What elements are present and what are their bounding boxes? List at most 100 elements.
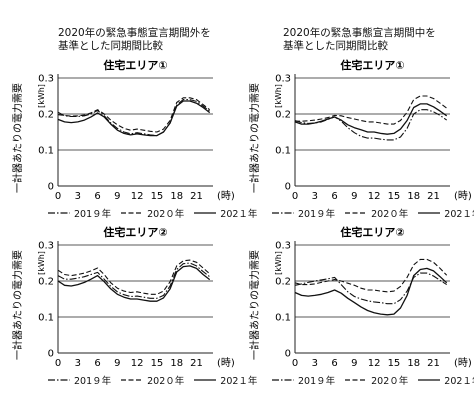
x-tick-label: 0 — [292, 191, 298, 202]
x-tick-label: 12 — [368, 191, 381, 202]
series-line-dashed — [57, 97, 211, 133]
legend-label: 202１年 — [444, 209, 474, 220]
legend-label: 202１年 — [220, 209, 258, 220]
y-axis-label: 一計器あたりの電力需要 — [248, 83, 261, 193]
y-tick-label: 0.2 — [38, 110, 54, 121]
series-line-dashed — [294, 258, 448, 293]
series-line-solid — [294, 267, 448, 316]
x-tick-label: 6 — [94, 358, 100, 369]
y-tick-label: 0.3 — [275, 241, 291, 252]
series-line-solid — [294, 103, 448, 135]
legend-item-solid: 202１年 — [193, 373, 257, 387]
y-tick-label: 0.3 — [38, 74, 54, 85]
legend-swatch-dashdot — [48, 212, 70, 214]
x-tick-label: 21 — [190, 358, 203, 369]
y-tick-label: 0.2 — [275, 277, 291, 288]
y-axis-unit: [kWh] — [274, 251, 283, 275]
x-tick-label: 3 — [312, 358, 318, 369]
x-tick-label: 9 — [114, 358, 120, 369]
legend-label: 202０年 — [147, 209, 185, 220]
x-tick-label: 3 — [75, 191, 81, 202]
legend-label: 201９年 — [298, 376, 336, 387]
legend-swatch-dashdot — [272, 212, 294, 214]
x-tick-label: 15 — [388, 358, 401, 369]
series-line-dashed — [57, 259, 211, 295]
legend-item-dashed: 202０年 — [344, 206, 408, 220]
legend-item-dashdot: 201９年 — [47, 373, 111, 387]
legend-label: 202０年 — [147, 376, 185, 387]
y-tick-label: 0.1 — [275, 146, 291, 157]
x-axis-unit: (時) — [217, 190, 235, 202]
y-tick-label: 0.3 — [275, 74, 291, 85]
series-line-dashdot — [57, 99, 211, 137]
legend-swatch-dashdot — [272, 379, 294, 381]
heading-right-line2: 基準とした同期間比較 — [283, 40, 388, 52]
legend-swatch-dashdot — [48, 379, 70, 381]
heading-left-line2: 基準とした同期間比較 — [58, 40, 163, 52]
legend-top-right: 201９年 202０年 202１年 — [271, 206, 474, 220]
legend-label: 202０年 — [371, 376, 409, 387]
y-axis-unit: [kWh] — [274, 84, 283, 108]
x-axis-unit: (時) — [217, 357, 235, 369]
legend-bottom-right: 201９年 202０年 202１年 — [271, 373, 474, 387]
series-line-solid — [57, 265, 211, 302]
x-tick-label: 12 — [131, 358, 144, 369]
x-tick-label: 18 — [407, 191, 420, 202]
legend-swatch-solid — [418, 212, 441, 214]
y-axis-label: 一計器あたりの電力需要 — [248, 250, 261, 360]
legend-label: 201９年 — [298, 209, 336, 220]
legend-top-left: 201９年 202０年 202１年 — [47, 206, 266, 220]
legend-label: 202１年 — [220, 376, 258, 387]
legend-swatch-dashed — [345, 212, 368, 214]
legend-swatch-dashed — [345, 379, 368, 381]
y-tick-label: 0 — [285, 182, 291, 193]
legend-swatch-solid — [194, 212, 217, 214]
chart-top-left: 住宅エリア① 一計器あたりの電力需要 [kWh] 0 0.1 0.2 0.3 0 3 6 9 12 15… — [11, 58, 235, 202]
x-tick-label: 12 — [368, 358, 381, 369]
x-tick-label: 0 — [292, 358, 298, 369]
y-tick-label: 0.3 — [38, 241, 54, 252]
x-tick-label: 15 — [151, 358, 164, 369]
y-tick-label: 0 — [48, 182, 54, 193]
legend-bottom-left: 201９年 202０年 202１年 — [47, 373, 266, 387]
legend-swatch-dashed — [121, 212, 144, 214]
legend-item-dashdot: 201９年 — [47, 206, 111, 220]
x-tick-label: 21 — [427, 358, 440, 369]
x-tick-label: 12 — [131, 191, 144, 202]
legend-item-dashdot: 201９年 — [271, 373, 335, 387]
series-line-dashdot — [294, 272, 448, 305]
legend-item-solid: 202１年 — [193, 206, 257, 220]
legend-label: 201９年 — [74, 209, 112, 220]
y-axis-unit: [kWh] — [37, 84, 46, 108]
chart-top-right: 住宅エリア① 一計器あたりの電力需要 [kWh] 0 0.1 0.2 0.3 0 3 6 9 12 15… — [248, 58, 472, 202]
x-tick-label: 21 — [190, 191, 203, 202]
heading-left-line1: 2020年の緊急事態宣言期間外を — [58, 27, 211, 39]
y-tick-label: 0.2 — [275, 110, 291, 121]
x-tick-label: 18 — [170, 191, 183, 202]
legend-swatch-solid — [194, 379, 217, 381]
legend-item-solid: 202１年 — [417, 373, 474, 387]
legend-item-dashed: 202０年 — [344, 373, 408, 387]
y-tick-label: 0 — [285, 349, 291, 360]
y-axis-label: 一計器あたりの電力需要 — [11, 250, 24, 360]
legend-label: 202０年 — [371, 209, 409, 220]
legend-item-solid: 202１年 — [417, 206, 474, 220]
heading-right: 2020年の緊急事態宣言期間中を 基準とした同期間比較 — [283, 27, 436, 53]
legend-swatch-solid — [418, 379, 441, 381]
x-tick-label: 3 — [312, 191, 318, 202]
chart-title: 住宅エリア① — [340, 58, 404, 72]
y-tick-label: 0.1 — [275, 313, 291, 324]
x-tick-label: 3 — [75, 358, 81, 369]
chart-title: 住宅エリア② — [103, 225, 167, 239]
heading-right-line1: 2020年の緊急事態宣言期間中を — [283, 27, 436, 39]
x-axis-unit: (時) — [454, 190, 472, 202]
legend-label: 202１年 — [444, 376, 474, 387]
y-axis-unit: [kWh] — [37, 251, 46, 275]
x-tick-label: 0 — [55, 358, 61, 369]
x-tick-label: 6 — [331, 191, 337, 202]
y-tick-label: 0.1 — [38, 146, 54, 157]
x-tick-label: 9 — [114, 191, 120, 202]
legend-label: 201９年 — [74, 376, 112, 387]
chart-bottom-left: 住宅エリア② 一計器あたりの電力需要 [kWh] 0 0.1 0.2 0.3 0 3 6 9 12 15… — [11, 225, 235, 369]
y-axis-label: 一計器あたりの電力需要 — [11, 83, 24, 193]
